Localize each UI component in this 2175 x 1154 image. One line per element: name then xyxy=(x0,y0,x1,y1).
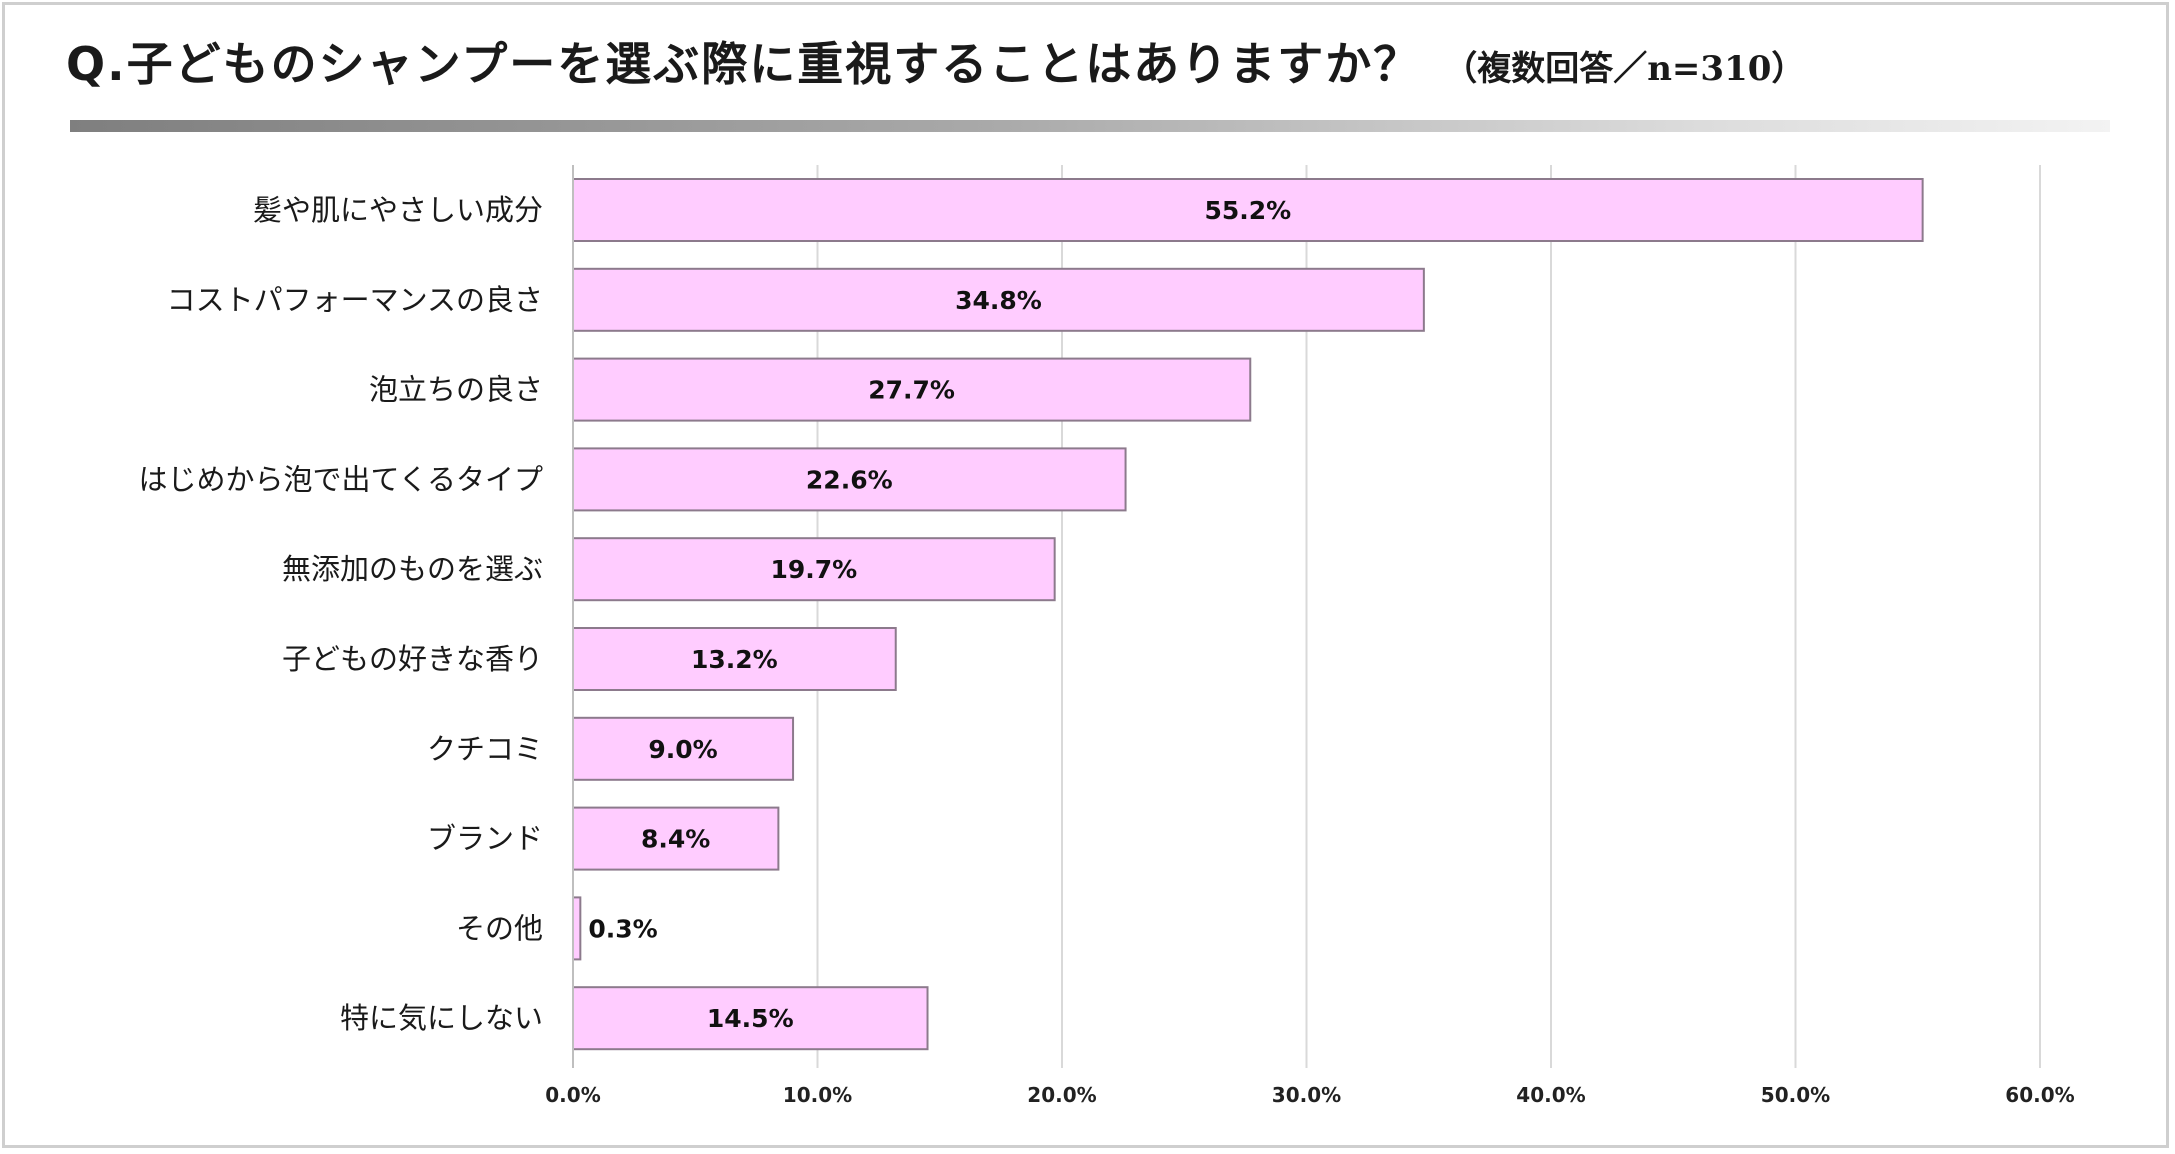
data-label: 27.7% xyxy=(868,376,955,405)
bar xyxy=(572,178,1924,242)
x-tick-label: 50.0% xyxy=(1761,1083,1830,1107)
chart-title-main: Q.子どものシャンプーを選ぶ際に重視することはありますか？ xyxy=(66,37,1422,91)
bar xyxy=(572,716,795,781)
bar xyxy=(572,447,1127,512)
chart-title: Q.子どものシャンプーを選ぶ際に重視することはありますか？ （複数回答／n=310… xyxy=(66,28,1805,94)
category-label: 無添加のものを選ぶ xyxy=(282,552,543,586)
category-label: 髪や肌にやさしい成分 xyxy=(253,193,543,227)
data-label: 0.3% xyxy=(588,914,657,943)
x-tick-label: 10.0% xyxy=(783,1083,852,1107)
bar xyxy=(572,357,1252,422)
title-underline-bar xyxy=(70,120,2110,132)
data-label: 19.7% xyxy=(770,555,857,584)
category-label: ブランド xyxy=(427,822,543,856)
category-label: はじめから泡で出てくるタイプ xyxy=(138,462,543,496)
category-label: クチコミ xyxy=(427,732,543,766)
bar xyxy=(572,806,780,871)
data-label: 14.5% xyxy=(707,1004,794,1033)
data-label: 22.6% xyxy=(806,465,893,494)
bar xyxy=(572,537,1056,602)
chart-title-subtitle: （複数回答／n=310） xyxy=(1443,49,1806,89)
bar xyxy=(572,627,897,691)
category-label: 泡立ちの良さ xyxy=(369,373,543,407)
data-label: 55.2% xyxy=(1204,196,1291,225)
data-label: 8.4% xyxy=(641,825,710,854)
data-label: 34.8% xyxy=(955,286,1042,315)
category-label: コストパフォーマンスの良さ xyxy=(167,283,543,317)
bar xyxy=(572,267,1425,332)
x-tick-label: 60.0% xyxy=(2005,1083,2074,1107)
bar xyxy=(572,986,929,1051)
data-label: 13.2% xyxy=(691,645,778,674)
x-tick-label: 30.0% xyxy=(1272,1083,1341,1107)
x-tick-label: 40.0% xyxy=(1516,1083,1585,1107)
category-label: 特に気にしない xyxy=(340,1001,543,1035)
x-tick-label: 0.0% xyxy=(545,1083,600,1107)
category-label: その他 xyxy=(456,911,543,945)
category-label: 子どもの好きな香り xyxy=(282,642,543,676)
data-label: 9.0% xyxy=(648,735,717,764)
x-tick-label: 20.0% xyxy=(1027,1083,1096,1107)
bar xyxy=(572,896,582,961)
